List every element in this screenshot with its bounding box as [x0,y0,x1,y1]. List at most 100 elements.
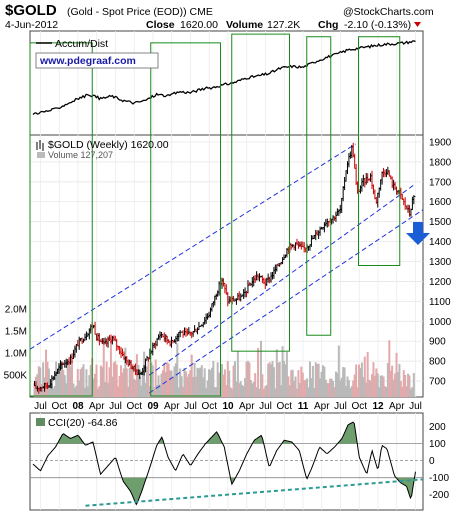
x-tick-label: Oct [276,401,292,412]
volume-bar [280,385,283,397]
volume-bar [356,387,359,397]
volume-bar [56,370,59,397]
volume-tick-label: 500K [4,371,28,382]
volume-bar [238,383,241,397]
cci-tick-label: -200 [429,490,449,501]
volume-bar [179,368,182,397]
volume-label: Volume [226,19,263,31]
x-tick-label: Oct [51,401,67,412]
volume-bar [323,366,326,397]
volume-bar [287,376,290,397]
volume-bar [293,380,296,397]
volume-bar [301,372,304,397]
volume-legend: Volume 127,207 [48,150,113,160]
volume-bar [363,356,366,397]
volume-bar [131,363,134,397]
x-tick-label: Jul [184,401,197,412]
volume-bar [195,376,198,397]
volume-bar [248,362,251,397]
volume-bar [383,386,386,397]
volume-bar [239,381,242,397]
volume-bar [111,376,114,397]
cci-line [32,421,416,506]
cci-tick-label: 0 [429,456,435,467]
volume-bar [391,365,394,397]
volume-bar [125,368,128,397]
volume-bar [277,362,280,397]
volume-bar [398,363,401,397]
price-tick-label: 1100 [429,297,451,308]
volume-bar [193,362,196,397]
volume-bar [180,376,183,397]
price-tick-label: 800 [429,357,446,368]
volume-bar [365,382,368,397]
x-tick-label: Jul [334,401,347,412]
volume-bar [55,361,58,397]
volume-bar [245,361,248,397]
volume-bar [118,375,121,397]
volume-bar [148,386,151,397]
volume-bar [233,361,236,397]
volume-bar [81,367,84,397]
cci-tick-label: 100 [429,439,446,450]
volume-bar [58,365,61,397]
volume-bar [411,387,414,397]
chart-date: 4-Jun-2012 [5,19,58,31]
x-tick-label: Apr [89,401,105,412]
volume-bar [96,388,99,397]
volume-bar [382,376,385,397]
volume-bar [265,385,268,397]
volume-bar [170,370,173,397]
volume-bar [314,362,317,397]
volume-bar [298,383,301,397]
volume-bar [242,386,245,397]
cci-legend-swatch [36,418,45,426]
volume-bar [386,363,389,397]
volume-bar [50,383,53,397]
volume-bar [339,380,342,397]
volume-bar [313,387,316,397]
volume-bar [71,361,73,397]
volume-bar [200,365,203,397]
volume-bar [409,388,412,397]
volume-bar [202,377,205,397]
volume-bar [199,367,202,397]
volume-bar [98,386,101,397]
highlight-box [29,42,93,397]
volume-bar [405,386,408,397]
accum-dist-legend: Accum/Dist [55,38,108,50]
volume-bar [251,383,254,397]
volume-bar [283,361,286,397]
volume-bar [412,373,415,397]
volume-bar [108,367,111,397]
volume-bar [296,388,298,397]
volume-bar [231,388,234,397]
volume-bar [297,370,300,397]
volume-bar [404,374,407,397]
price-tick-label: 1700 [429,177,452,188]
price-tick-label: 700 [429,377,446,388]
volume-bar [141,373,144,397]
volume-bar [86,386,89,397]
volume-bar [249,380,252,397]
price-panel [29,134,424,398]
volume-bar [94,373,97,397]
volume-bar [281,346,284,397]
volume-bar [102,341,105,397]
volume-bar [68,363,71,397]
volume-bar [347,380,350,397]
volume-bar [163,362,166,397]
volume-bar [186,376,189,397]
volume-bar [190,354,193,397]
price-tick-label: 1400 [429,237,452,248]
volume-bar [353,374,356,397]
volume-bar [215,387,218,397]
volume-bar [268,362,271,397]
volume-bar [385,387,388,397]
volume-bar [101,367,104,397]
volume-bar [88,375,91,397]
volume-bar [226,361,229,397]
volume-bar [85,369,88,397]
volume-bar [228,370,231,397]
cci-legend: CCI(20) -64.86 [48,417,118,429]
